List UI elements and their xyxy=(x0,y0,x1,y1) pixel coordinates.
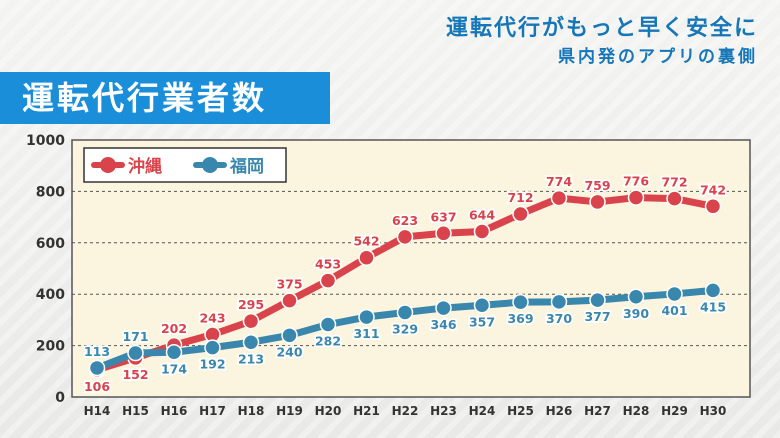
x-tick-label: H26 xyxy=(546,404,573,418)
legend-box xyxy=(83,147,287,183)
data-point xyxy=(204,339,221,356)
data-label-fukuoka: 311 xyxy=(353,326,379,341)
y-tick-label: 1000 xyxy=(26,133,65,149)
x-tick-label: H30 xyxy=(700,404,727,418)
data-label-okinawa: 772 xyxy=(661,175,687,190)
data-label-fukuoka: 369 xyxy=(507,311,533,326)
data-label-fukuoka: 377 xyxy=(584,309,610,324)
data-label-fukuoka: 357 xyxy=(469,314,495,329)
data-label-okinawa: 202 xyxy=(161,321,187,336)
data-point xyxy=(627,189,645,206)
x-tick-label: H25 xyxy=(507,404,534,418)
data-point xyxy=(127,344,144,362)
data-label-okinawa: 776 xyxy=(623,174,649,189)
y-tick-label: 800 xyxy=(36,184,65,200)
data-point xyxy=(550,293,568,311)
data-label-okinawa: 637 xyxy=(430,209,456,224)
data-point xyxy=(512,205,529,223)
data-point xyxy=(435,225,452,242)
data-label-fukuoka: 370 xyxy=(546,311,572,326)
x-tick-label: H29 xyxy=(661,404,688,418)
data-label-okinawa: 542 xyxy=(353,234,379,249)
data-point xyxy=(666,190,683,207)
x-tick-label: H21 xyxy=(353,404,380,418)
data-label-okinawa: 623 xyxy=(392,213,418,228)
x-tick-label: H28 xyxy=(623,404,650,418)
x-tick-label: H20 xyxy=(315,404,342,418)
legend-swatch-marker xyxy=(100,157,116,173)
data-label-fukuoka: 240 xyxy=(276,344,302,359)
data-label-okinawa: 759 xyxy=(584,178,610,193)
data-label-fukuoka: 113 xyxy=(84,344,110,359)
legend-label: 福岡 xyxy=(229,156,264,177)
x-tick-label: H14 xyxy=(84,404,111,418)
x-tick-label: H18 xyxy=(238,404,265,418)
data-label-fukuoka: 415 xyxy=(700,299,726,314)
data-point xyxy=(589,291,606,309)
data-label-fukuoka: 282 xyxy=(315,334,341,349)
data-point xyxy=(358,308,375,326)
x-tick-label: H17 xyxy=(199,404,226,418)
x-tick-label: H24 xyxy=(469,404,496,418)
data-label-fukuoka: 192 xyxy=(199,357,225,372)
data-point xyxy=(396,304,414,321)
data-label-fukuoka: 329 xyxy=(392,321,418,336)
data-label-okinawa: 106 xyxy=(84,379,110,394)
data-point xyxy=(473,297,491,314)
data-label-okinawa: 295 xyxy=(238,297,264,312)
data-label-fukuoka: 171 xyxy=(122,329,148,344)
data-label-okinawa: 453 xyxy=(315,257,341,272)
data-point xyxy=(319,316,337,333)
x-tick-label: H23 xyxy=(430,404,457,418)
data-label-okinawa: 774 xyxy=(546,174,572,189)
y-tick-label: 0 xyxy=(55,390,65,406)
data-label-fukuoka: 213 xyxy=(238,351,264,366)
data-point xyxy=(165,344,183,361)
data-point xyxy=(358,249,375,266)
x-tick-label: H15 xyxy=(122,404,149,418)
data-point xyxy=(242,334,260,351)
data-label-okinawa: 644 xyxy=(469,207,495,222)
data-point xyxy=(704,198,722,215)
data-label-fukuoka: 390 xyxy=(623,306,649,321)
data-point xyxy=(512,293,529,311)
data-point xyxy=(435,299,452,317)
data-label-fukuoka: 401 xyxy=(661,303,687,318)
y-tick-label: 600 xyxy=(36,236,65,252)
legend-label: 沖縄 xyxy=(128,156,162,177)
data-point xyxy=(550,189,568,207)
data-point xyxy=(88,359,106,377)
x-tick-label: H16 xyxy=(161,404,188,418)
data-point xyxy=(704,282,722,299)
legend-swatch-marker xyxy=(202,157,218,173)
data-point xyxy=(473,223,491,240)
data-label-okinawa: 375 xyxy=(276,277,302,292)
data-label-okinawa: 742 xyxy=(700,182,726,197)
data-label-okinawa: 152 xyxy=(122,367,148,382)
data-label-fukuoka: 346 xyxy=(430,317,456,332)
headline-line-1: 運転代行がもっと早く安全に xyxy=(445,16,758,41)
data-point xyxy=(666,285,683,303)
x-tick-label: H19 xyxy=(276,404,303,418)
data-label-fukuoka: 174 xyxy=(161,361,187,376)
data-point xyxy=(281,327,298,344)
data-point xyxy=(589,193,606,211)
y-tick-label: 200 xyxy=(36,339,65,355)
news-headline: 運転代行がもっと早く安全に 県内発のアプリの裏側 xyxy=(446,14,758,70)
headline-line-2: 県内発のアプリの裏側 xyxy=(558,47,758,67)
chart-title: 運転代行業者数 xyxy=(0,72,330,124)
data-point xyxy=(319,272,337,289)
y-tick-label: 400 xyxy=(36,287,65,303)
data-label-okinawa: 243 xyxy=(199,311,225,326)
data-point xyxy=(627,288,645,306)
x-tick-label: H27 xyxy=(584,404,611,418)
x-tick-label: H22 xyxy=(392,404,419,418)
data-label-okinawa: 712 xyxy=(507,190,533,205)
data-point xyxy=(242,312,260,330)
data-point xyxy=(396,228,414,246)
data-point xyxy=(281,292,298,309)
